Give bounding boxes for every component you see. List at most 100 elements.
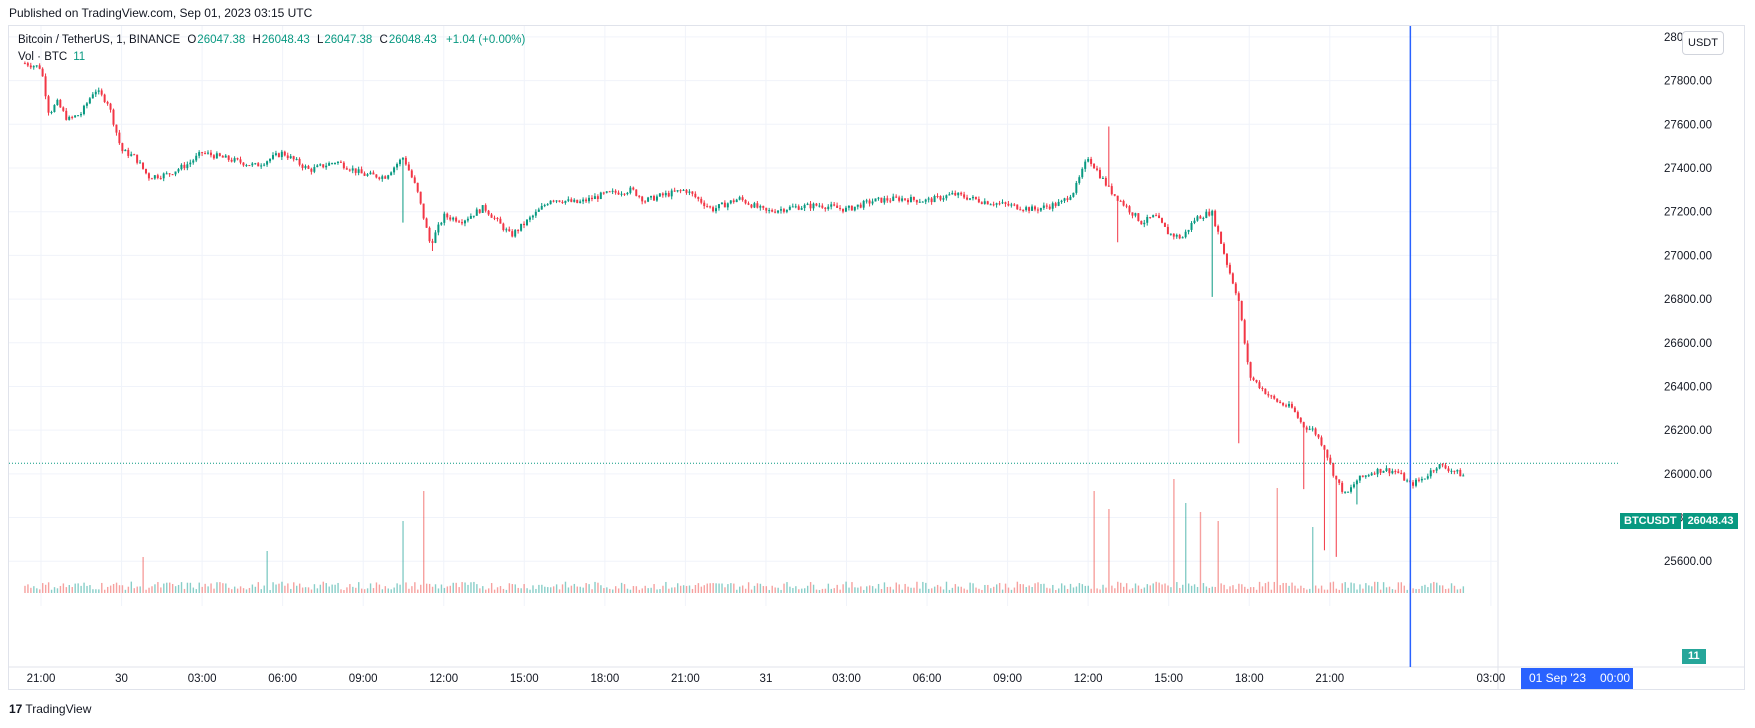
volume-bar	[552, 586, 555, 593]
candle-body	[1175, 234, 1178, 237]
candle-body	[254, 163, 257, 165]
volume-bar	[1353, 583, 1355, 593]
volume-bar	[254, 586, 257, 593]
volume-bar	[428, 583, 431, 593]
volume-bar	[1176, 582, 1178, 593]
volume-bar	[582, 587, 584, 593]
volume-bar	[679, 585, 682, 593]
candle-body	[207, 152, 210, 154]
candle-body	[1347, 491, 1350, 493]
candle-body	[204, 153, 207, 155]
candle-body	[596, 196, 599, 199]
volume-bar	[1084, 585, 1086, 593]
candle-body	[1385, 468, 1388, 471]
candle-body	[47, 96, 50, 113]
volume-bars	[24, 479, 1465, 593]
volume-bar	[706, 583, 708, 593]
volume-bar	[1173, 479, 1175, 593]
volume-bar	[127, 586, 130, 593]
candle-body	[747, 203, 750, 205]
volume-bar	[1105, 587, 1107, 593]
volume-bar	[1075, 586, 1078, 593]
volume-bar	[671, 587, 673, 593]
volume-bar	[360, 588, 363, 593]
tradingview-brand[interactable]: 17 TradingView	[9, 702, 91, 716]
candle-body	[452, 217, 455, 220]
candle-body	[171, 174, 174, 176]
volume-bar	[700, 586, 703, 593]
candle-body	[1332, 463, 1335, 476]
x-tick-label: 30	[115, 673, 128, 685]
volume-bar	[390, 589, 392, 593]
candle-body	[422, 203, 425, 219]
candle-body	[1255, 379, 1258, 383]
volume-bar	[789, 586, 791, 593]
candle-body	[1326, 449, 1329, 458]
volume-bar	[89, 585, 91, 593]
candle-body	[85, 103, 88, 106]
candle-body	[608, 191, 611, 193]
volume-bar	[257, 582, 260, 593]
candle-body	[1370, 473, 1373, 476]
volume-bar	[942, 589, 945, 593]
volume-bar	[1229, 586, 1231, 593]
candle-body	[936, 195, 939, 197]
last-price-tag: BTCUSDT 26048.43	[1620, 513, 1739, 529]
volume-bar	[204, 583, 206, 593]
volume-bar	[298, 583, 301, 593]
candle-body	[248, 165, 251, 167]
candle-body	[1028, 207, 1031, 211]
y-tick-label: 26600.00	[1664, 338, 1712, 350]
candle-body	[1193, 220, 1196, 224]
volume-bar	[366, 588, 369, 593]
volume-bar	[541, 584, 543, 593]
volume-bar	[1424, 584, 1426, 593]
volume-bar	[1374, 581, 1376, 593]
high-value: 26048.43	[261, 34, 310, 46]
volume-legend[interactable]: Vol · BTC 11	[18, 51, 85, 63]
volume-bar	[1447, 588, 1450, 593]
volume-bar	[349, 584, 351, 593]
volume-bar	[1459, 588, 1462, 593]
volume-bar	[1433, 581, 1435, 593]
volume-bar	[904, 583, 906, 593]
volume-bar	[981, 589, 983, 593]
volume-bar	[42, 583, 44, 593]
volume-bar	[1019, 584, 1022, 593]
volume-bar	[130, 581, 133, 593]
volume-bar	[1291, 582, 1293, 593]
volume-bar	[118, 585, 121, 593]
volume-bar	[1199, 512, 1202, 593]
candle-body	[466, 218, 469, 221]
volume-bar	[674, 587, 676, 593]
candle-body	[892, 196, 895, 201]
volume-bar	[1371, 586, 1373, 593]
volume-bar	[216, 582, 218, 593]
volume-bar	[736, 589, 738, 593]
volume-bar	[1205, 586, 1208, 593]
x-tick-label: 06:00	[268, 673, 297, 685]
candle-body	[549, 200, 552, 205]
volume-bar	[635, 586, 638, 593]
candle-body	[998, 203, 1001, 205]
candle-body	[803, 204, 806, 209]
currency-button[interactable]: USDT	[1682, 31, 1724, 55]
symbol-legend[interactable]: Bitcoin / TetherUS, 1, BINANCE O26047.38…	[18, 34, 525, 46]
volume-bar	[470, 582, 472, 593]
candle-body	[301, 164, 304, 168]
candle-body	[1078, 177, 1081, 183]
volume-bar	[1238, 583, 1240, 593]
volume-bar	[431, 586, 434, 593]
volume-bar	[1323, 589, 1326, 593]
volume-bar	[192, 587, 195, 593]
volume-bar	[1365, 583, 1367, 593]
volume-bar	[239, 586, 242, 593]
volume-bar	[1359, 584, 1361, 593]
candle-body	[1361, 475, 1364, 477]
candle-body	[599, 192, 602, 199]
volume-bar	[210, 583, 212, 593]
candle-body	[1039, 208, 1042, 211]
x-tick-label: 03:00	[1477, 673, 1506, 685]
candle-body	[576, 199, 579, 203]
